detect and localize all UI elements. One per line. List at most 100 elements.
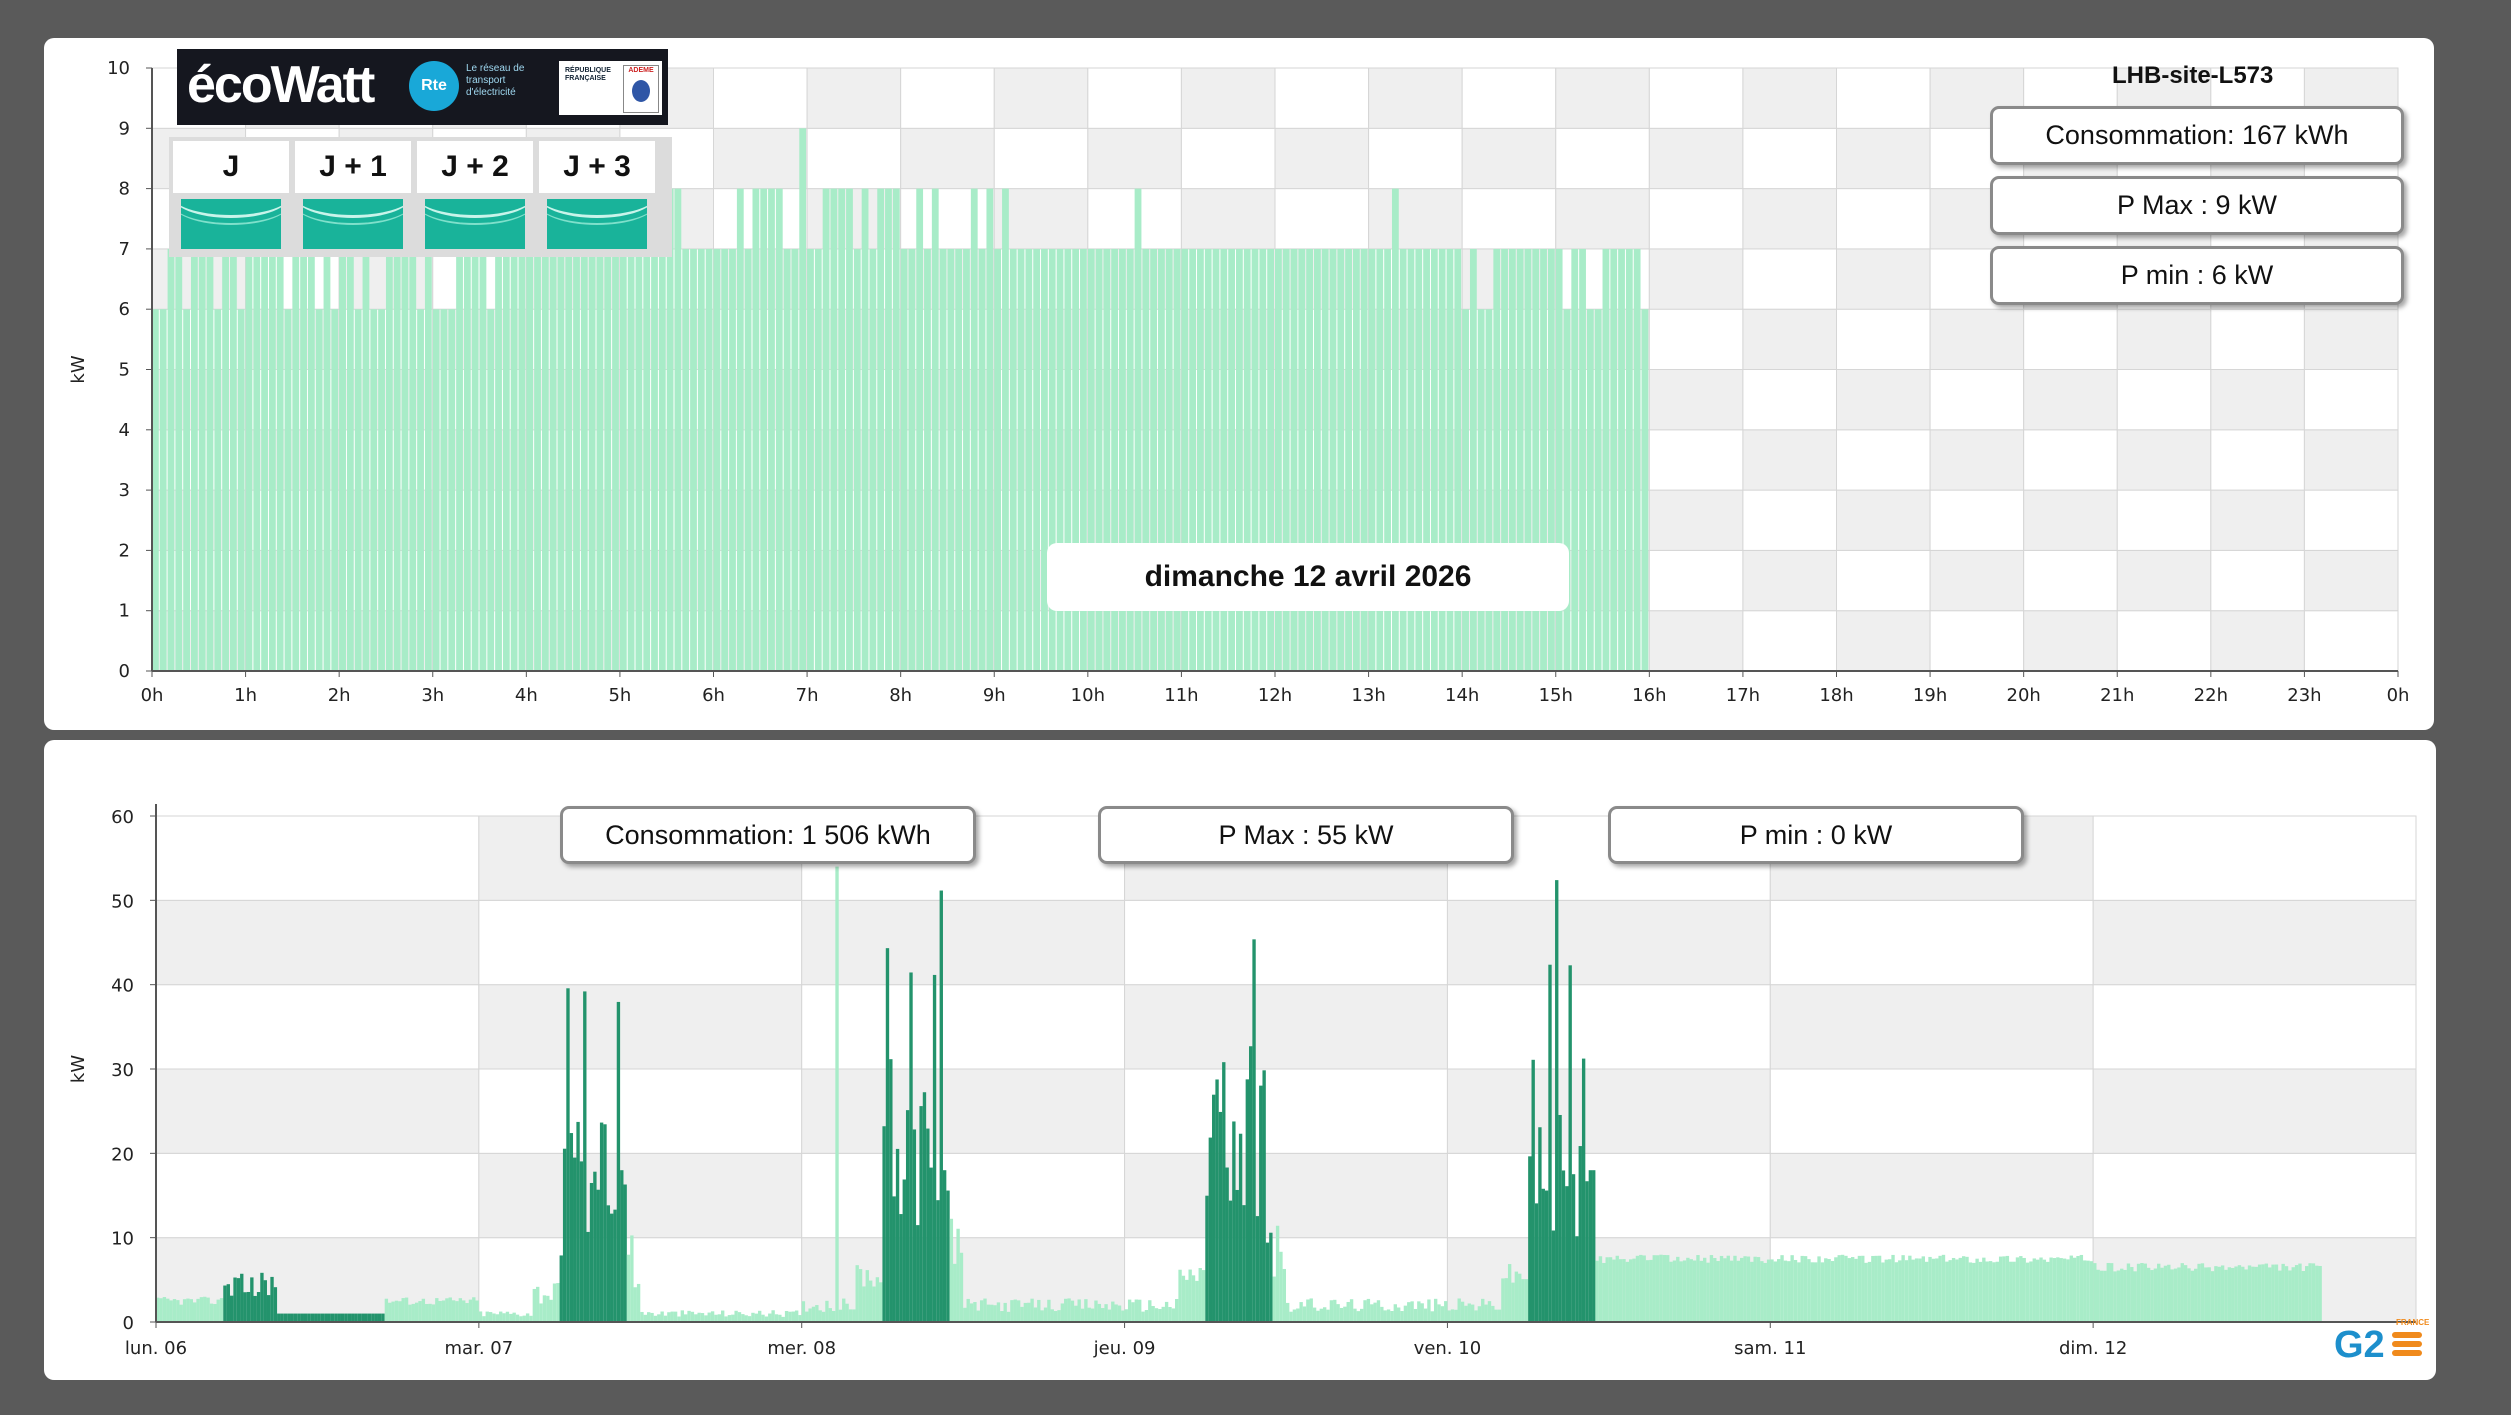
power-bar (1797, 1262, 1801, 1322)
g2-france-logo: G2 FRANCE (2334, 1318, 2429, 1368)
power-bar (1438, 248, 1446, 671)
power-bar (1205, 1195, 1209, 1322)
grid-cell (1648, 549, 1744, 612)
power-bar (1814, 1262, 1818, 1322)
power-bar (482, 1316, 486, 1322)
power-bar (398, 1301, 402, 1322)
power-bar (198, 248, 206, 671)
power-bar (1592, 1170, 1596, 1322)
power-bar (2025, 1262, 2030, 1322)
power-bar (1009, 248, 1017, 671)
power-bar (684, 1314, 688, 1322)
ecowatt-day-label: J + 2 (417, 141, 533, 193)
grid-cell (1180, 188, 1276, 250)
power-bar (729, 248, 736, 671)
grid-cell (801, 1152, 1126, 1239)
power-bar (266, 1295, 271, 1322)
power-bar (566, 988, 570, 1322)
power-bar (1581, 1058, 1586, 1322)
grid-cell (2303, 489, 2399, 551)
ecowatt-day-j[interactable]: J (173, 141, 289, 253)
power-bar (939, 890, 943, 1322)
power-bar (690, 248, 697, 671)
power-bar (778, 1314, 782, 1322)
power-bar (677, 1316, 681, 1322)
power-bar (559, 1255, 563, 1322)
ecowatt-day-j1[interactable]: J + 1 (295, 141, 411, 253)
power-bar (653, 1315, 658, 1322)
grid-cell (993, 67, 1089, 129)
power-bar (784, 1310, 789, 1322)
power-bar (1299, 1302, 1303, 1322)
grid-cell (1446, 1152, 1771, 1239)
power-bar (1178, 1269, 1182, 1322)
power-bar (1460, 1301, 1465, 1322)
power-bar (994, 248, 1002, 671)
power-bar (1363, 1300, 1367, 1322)
x-tick-label: 20h (2007, 685, 2041, 706)
power-bar (2183, 1265, 2188, 1322)
power-bar (1101, 1308, 1105, 1322)
daily-chart-panel: 0 1 2 3 4 5 6 7 8 9 10 0h 1h 2h 3h 4h 5h 6h 7h 8h 9h 10h 11h 12… (44, 38, 2434, 730)
power-bar (377, 1313, 382, 1322)
power-bar (1306, 248, 1313, 671)
power-bar (885, 948, 890, 1322)
grid-cell (1180, 127, 1276, 190)
power-bar (1467, 1303, 1471, 1322)
ecowatt-day-label: J (173, 141, 289, 193)
power-bar (663, 1315, 668, 1322)
power-bar (1655, 1255, 1660, 1322)
ecowatt-day-j2[interactable]: J + 2 (417, 141, 533, 253)
ecowatt-day-j3[interactable]: J + 3 (539, 141, 655, 253)
power-bar (1662, 1254, 1667, 1322)
power-bar (1716, 1261, 1720, 1322)
power-bar (1275, 248, 1282, 671)
power-bar (250, 1277, 254, 1322)
power-bar (1056, 248, 1064, 671)
grid-cell (1180, 308, 1276, 371)
daily-pmax-box: P Max : 9 kW (1990, 176, 2404, 235)
y-tick-label: 3 (119, 480, 130, 501)
grid-cell (1648, 308, 1744, 371)
power-bar (367, 1313, 372, 1322)
grid-cell (2210, 369, 2305, 431)
power-bar (290, 1313, 294, 1322)
power-bar (1047, 1299, 1051, 1322)
power-bar (1090, 1308, 1095, 1322)
power-bar (346, 248, 354, 671)
power-bar (246, 1291, 251, 1322)
power-bar (539, 1303, 543, 1322)
power-bar (1027, 1302, 1031, 1322)
power-bar (599, 1122, 604, 1322)
power-bar (1807, 1259, 1811, 1322)
power-bar (808, 1308, 812, 1322)
power-bar (1594, 309, 1602, 671)
power-bar (1854, 1258, 1858, 1322)
power-bar (1481, 1298, 1485, 1322)
power-bar (1399, 248, 1407, 671)
power-bar (283, 1313, 288, 1322)
power-bar (1164, 1301, 1169, 1322)
power-bar (2153, 1268, 2158, 1322)
power-bar (2217, 1266, 2221, 1322)
power-bar (2214, 1266, 2218, 1322)
grid-cell (1929, 549, 2025, 612)
grid-cell (2210, 610, 2305, 672)
grid-cell (2116, 369, 2212, 431)
power-bar (1763, 1262, 1767, 1322)
power-bar (1104, 1304, 1108, 1322)
power-bar (1578, 1146, 1582, 1322)
power-bar (705, 248, 713, 671)
power-bar (526, 248, 534, 671)
power-bar (1827, 1259, 1831, 1322)
power-bar (1346, 1301, 1350, 1322)
power-bar (1279, 1251, 1283, 1322)
grid-cell (155, 815, 480, 901)
grid-cell (155, 1152, 480, 1239)
power-bar (260, 1272, 264, 1322)
power-bar (687, 1310, 691, 1322)
grid-cell (478, 899, 803, 986)
power-bar (1454, 248, 1462, 671)
grid-cell (1274, 127, 1370, 190)
grid-cell (1368, 188, 1463, 250)
